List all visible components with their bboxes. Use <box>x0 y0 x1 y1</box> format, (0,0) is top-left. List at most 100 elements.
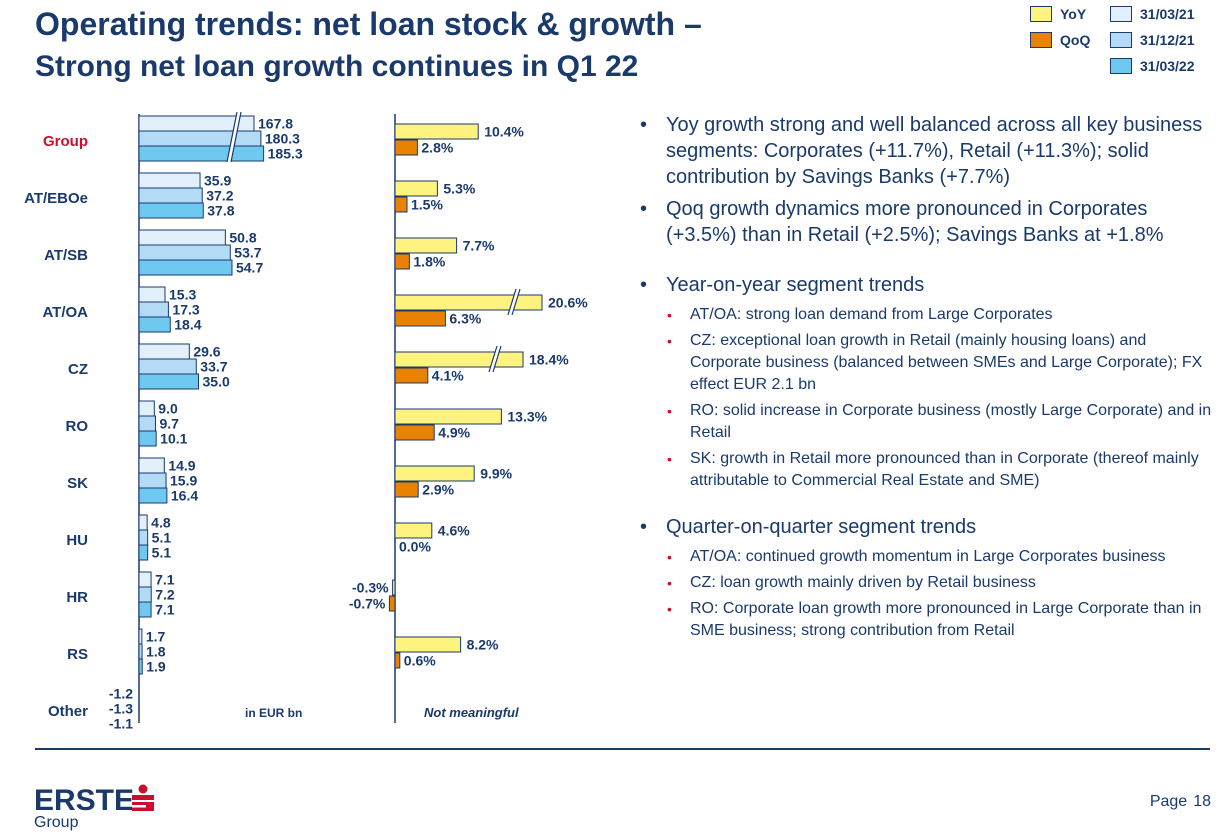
growth-value-label: 10.4% <box>484 124 524 140</box>
legend-swatch-yoy <box>1030 6 1052 22</box>
sub-bullet: RO: Corporate loan growth more pronounce… <box>640 598 1220 642</box>
growth-bar <box>394 237 458 254</box>
legend-label-2021-03: 31/03/21 <box>1140 6 1195 22</box>
axis-break-line <box>507 288 517 316</box>
category-label: AT/SB <box>44 247 88 264</box>
stock-bar <box>138 316 171 333</box>
stock-value-label: 54.7 <box>236 260 263 276</box>
stock-value-label: 37.8 <box>207 203 234 219</box>
growth-bar <box>394 253 410 270</box>
growth-bar <box>394 294 543 311</box>
bullet-yoy-summary: Yoy growth strong and well balanced acro… <box>640 112 1220 190</box>
stock-value-label: -1.3 <box>109 701 133 717</box>
stock-bar <box>138 358 197 375</box>
stock-value-label: -1.2 <box>109 686 133 702</box>
stock-bar <box>138 373 199 390</box>
stock-bar <box>138 244 231 261</box>
stock-bar <box>138 472 167 489</box>
legend-label-2021-12: 31/12/21 <box>1140 32 1195 48</box>
stock-value-label: 10.1 <box>160 431 187 447</box>
stock-value-label: 15.3 <box>169 287 196 303</box>
stock-value-label: 5.1 <box>152 530 172 546</box>
logo-wordmark: ERSTE <box>34 784 135 817</box>
growth-value-label: 0.6% <box>404 653 436 669</box>
stock-bar <box>138 343 190 360</box>
growth-bar <box>394 123 479 140</box>
stock-bar <box>138 544 149 561</box>
axis-break-line <box>511 288 521 316</box>
growth-value-label: 2.9% <box>422 482 454 498</box>
stock-value-label: 5.1 <box>152 545 172 561</box>
axis-break-mark <box>508 289 520 315</box>
stock-bar <box>138 415 156 432</box>
category-label: AT/OA <box>42 304 88 321</box>
sub-bullet: CZ: exceptional loan growth in Retail (m… <box>640 330 1220 396</box>
stock-bar <box>138 658 143 675</box>
stock-value-label: 15.9 <box>170 473 197 489</box>
stock-bar <box>138 628 143 645</box>
page-label: Page <box>1149 793 1188 810</box>
stock-value-label: 29.6 <box>193 344 220 360</box>
bullet-qoq-heading: Quarter-on-quarter segment trends <box>640 514 1220 540</box>
legend-swatch-2021-12 <box>1110 32 1132 48</box>
stock-value-label: 1.7 <box>146 629 166 645</box>
stock-value-label: 1.9 <box>146 659 166 675</box>
stock-value-label: 17.3 <box>172 302 199 318</box>
axis-break-line <box>230 111 242 163</box>
sub-bullet: CZ: loan growth mainly driven by Retail … <box>640 572 1220 594</box>
growth-bar <box>394 424 435 441</box>
stock-value-label: 7.1 <box>155 602 175 618</box>
growth-bar <box>394 522 433 539</box>
stock-bar <box>138 145 265 162</box>
stock-bar <box>138 259 233 276</box>
stock-bar <box>138 400 155 417</box>
axis-break-mark <box>227 112 241 162</box>
growth-value-label: 2.8% <box>421 140 453 156</box>
category-label: AT/EBOe <box>24 190 88 207</box>
stock-bar <box>138 229 226 246</box>
growth-value-label: 1.5% <box>411 197 443 213</box>
stock-bar <box>138 286 166 303</box>
legend-item-qoq: QoQ <box>1030 32 1090 48</box>
stock-bar <box>138 487 168 504</box>
footer-divider <box>35 748 1210 750</box>
stock-bar <box>138 601 152 618</box>
s-sparkasse-icon <box>132 784 154 811</box>
page-number: Page 18 <box>1144 793 1211 811</box>
commentary: Yoy growth strong and well balanced acro… <box>640 112 1220 646</box>
category-label: SK <box>67 475 88 492</box>
growth-bar <box>394 636 462 653</box>
growth-value-label: 18.4% <box>529 352 569 368</box>
stock-value-label: 50.8 <box>229 230 256 246</box>
stock-bar <box>138 571 152 588</box>
growth-value-label: 4.1% <box>432 368 464 384</box>
growth-bar <box>394 465 475 482</box>
sub-bullet: SK: growth in Retail more pronounced tha… <box>640 448 1220 492</box>
legend-swatch-2022-03 <box>1110 58 1132 74</box>
bullet-qoq-summary: Qoq growth dynamics more pronounced in C… <box>640 196 1220 248</box>
growth-bar <box>394 196 408 213</box>
stock-bar <box>138 430 157 447</box>
category-label: RO <box>66 418 89 435</box>
growth-bar <box>392 579 396 596</box>
axis-break-line <box>492 345 502 373</box>
legend-label-2022-03: 31/03/22 <box>1140 58 1195 74</box>
sub-bullet: AT/OA: continued growth momentum in Larg… <box>640 546 1220 568</box>
category-label: Group <box>43 133 88 150</box>
stock-value-label: 33.7 <box>200 359 227 375</box>
page-subtitle: Strong net loan growth continues in Q1 2… <box>35 50 639 83</box>
erste-logo: ERSTE Group <box>34 784 154 831</box>
category-label: Other <box>48 703 88 720</box>
growth-bar <box>388 595 396 612</box>
axis-break-line <box>226 111 238 163</box>
axis-break-line <box>488 345 498 373</box>
growth-value-label: 1.8% <box>413 254 445 270</box>
stock-bar <box>138 457 165 474</box>
stock-bar <box>138 130 262 147</box>
stock-value-label: -1.1 <box>109 716 133 732</box>
stock-value-label: 35.9 <box>204 173 231 189</box>
sub-bullet: RO: solid increase in Corporate business… <box>640 400 1220 444</box>
growth-value-label: 4.9% <box>438 425 470 441</box>
stock-value-label: 16.4 <box>171 488 198 504</box>
